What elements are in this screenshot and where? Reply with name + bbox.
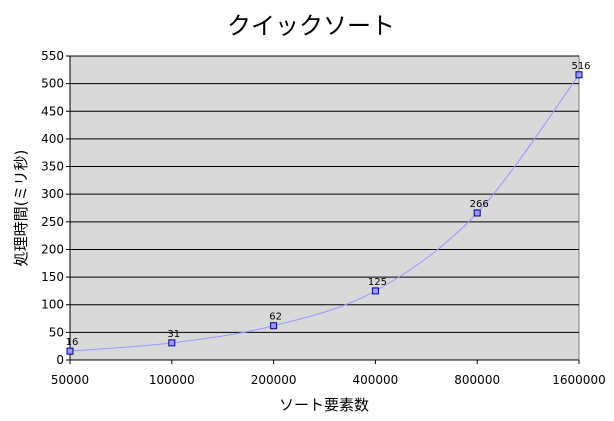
series-line xyxy=(69,74,580,352)
x-axis-label: ソート要素数 xyxy=(279,396,369,414)
y-tick-label-7: 350 xyxy=(41,160,64,174)
x-tick-label-5: 1600000 xyxy=(552,373,605,387)
data-point-2 xyxy=(270,322,278,330)
y-tick-label-6: 300 xyxy=(41,187,64,201)
y-tick-label-0: 0 xyxy=(56,353,64,367)
y-tick-label-2: 100 xyxy=(41,298,64,312)
y-tick-label-9: 450 xyxy=(41,104,64,118)
data-point-0 xyxy=(66,347,74,355)
y-tick-label-1: 50 xyxy=(49,325,64,339)
x-tick-label-3: 400000 xyxy=(352,373,398,387)
data-markers xyxy=(66,71,583,355)
data-point-4 xyxy=(473,209,481,217)
x-axis-ticks: 50000 100000 200000 400000 800000 1600000 xyxy=(51,359,606,387)
x-tick-label-1: 100000 xyxy=(149,373,195,387)
y-axis-ticks: 0 50 100 150 200 250 300 350 400 450 500 550 xyxy=(41,49,71,367)
plot-area xyxy=(69,55,580,361)
gridlines xyxy=(70,55,579,333)
data-point-1 xyxy=(168,339,176,347)
x-tick-label-2: 200000 xyxy=(251,373,297,387)
x-tick-label-0: 50000 xyxy=(51,373,89,387)
data-label-5: 516 xyxy=(571,61,590,72)
y-tick-label-11: 550 xyxy=(41,49,64,63)
data-point-3 xyxy=(371,287,379,295)
chart-title: クイックソート xyxy=(227,12,395,40)
data-label-2: 62 xyxy=(269,312,282,323)
data-label-1: 31 xyxy=(167,329,180,340)
data-label-3: 125 xyxy=(368,277,387,288)
data-label-0: 16 xyxy=(66,337,79,348)
data-labels: 16 31 62 125 266 516 xyxy=(66,61,591,348)
y-tick-label-4: 200 xyxy=(41,242,64,256)
y-tick-label-10: 500 xyxy=(41,77,64,91)
y-axis-label: 処理時間(ミリ秒) xyxy=(12,150,30,267)
x-tick-label-4: 800000 xyxy=(454,373,500,387)
y-tick-label-3: 150 xyxy=(41,270,64,284)
y-tick-label-5: 250 xyxy=(41,215,64,229)
data-label-4: 266 xyxy=(470,199,489,210)
y-tick-label-8: 400 xyxy=(41,132,64,146)
data-point-5 xyxy=(575,71,583,79)
